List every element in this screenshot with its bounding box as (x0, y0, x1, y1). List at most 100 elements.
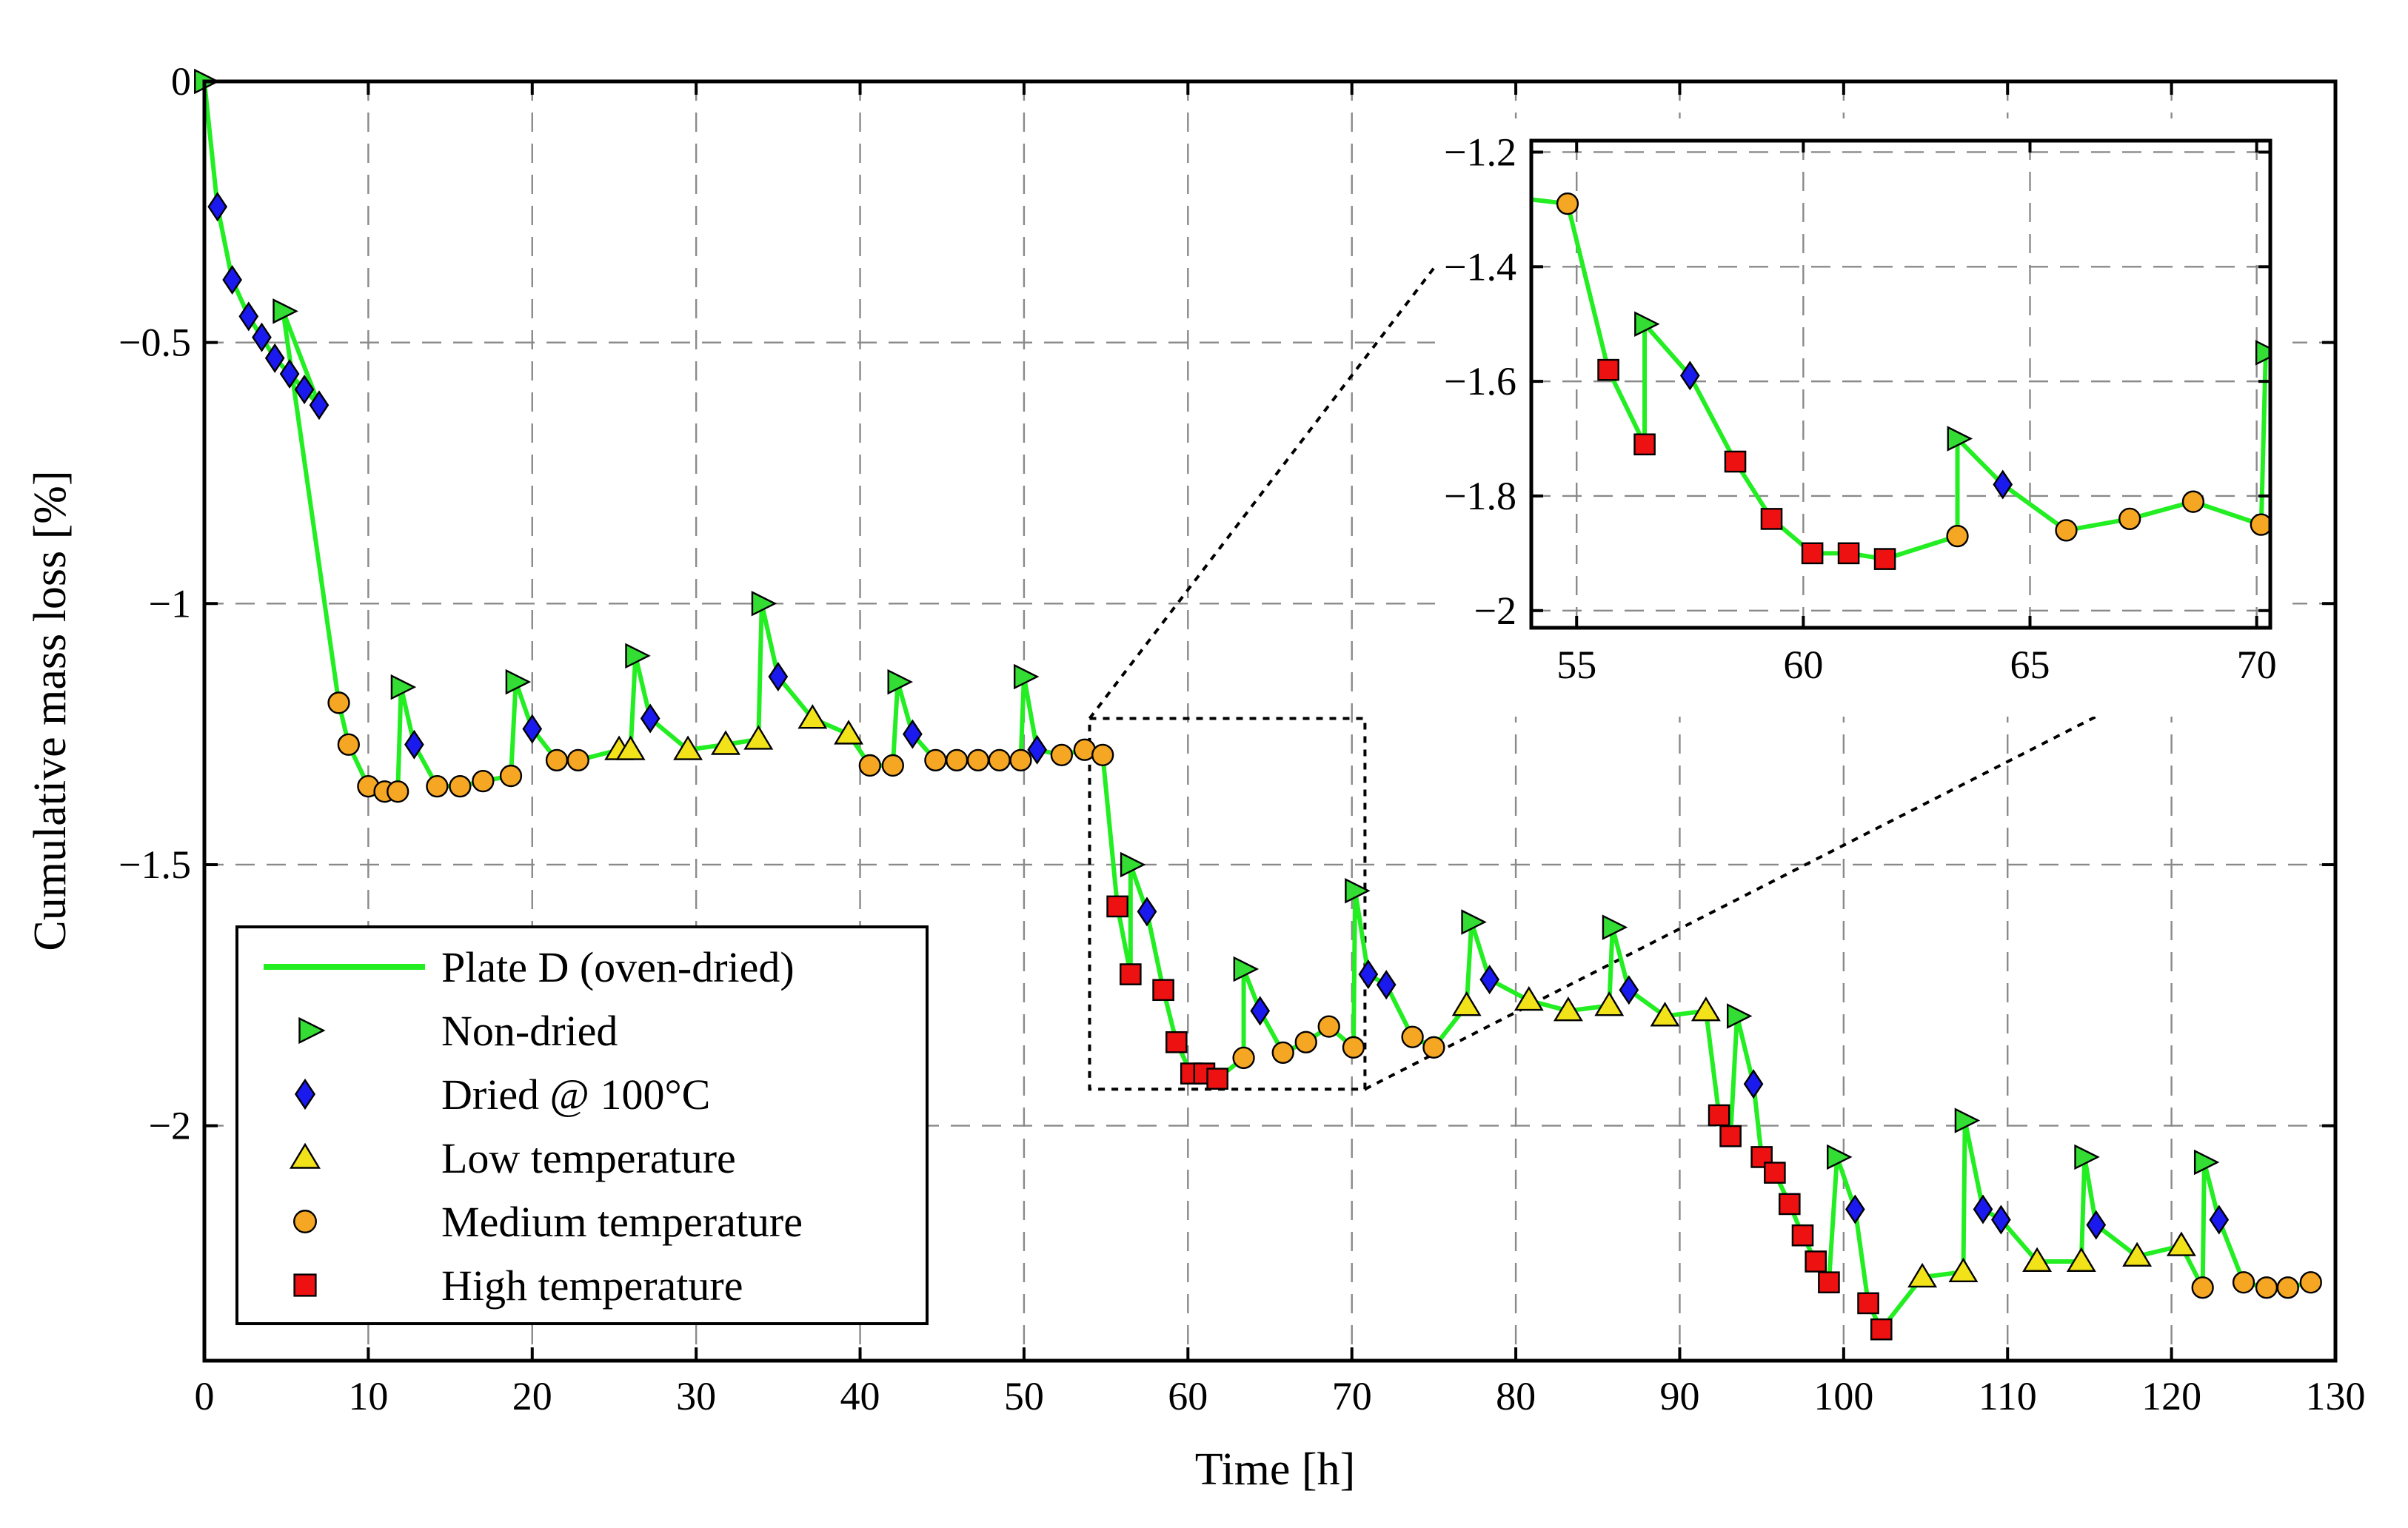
inset-data-point (1634, 311, 1660, 337)
data-point (1827, 1144, 1853, 1170)
inset-data-point (1873, 548, 1896, 570)
x-tick-label: 10 (348, 1374, 388, 1418)
data-point (222, 265, 242, 295)
y-tick-label: 0 (171, 59, 191, 104)
inset-data-point (2181, 490, 2205, 513)
legend-label: Dried @ 100°C (441, 1070, 710, 1119)
data-point (1233, 956, 1260, 982)
inset-data-point (2255, 340, 2270, 366)
inset-data-point (1597, 358, 1619, 381)
data-point (768, 662, 789, 692)
inset-y-tick-label: −1.6 (1444, 359, 1516, 403)
data-point (615, 735, 646, 760)
legend: Plate D (oven-dried) Non-dried Dried @ 100… (235, 925, 929, 1325)
data-point (309, 390, 330, 420)
data-point (903, 719, 923, 749)
data-point (1250, 996, 1271, 1026)
x-tick-label: 50 (1004, 1374, 1044, 1418)
x-tick-label: 120 (2141, 1374, 2201, 1418)
data-point (294, 375, 315, 405)
data-point (881, 754, 904, 777)
data-point (522, 714, 543, 744)
data-point (238, 301, 259, 332)
inset-plot-area (1531, 141, 2270, 628)
data-point (1948, 1257, 1979, 1283)
data-point (1805, 1250, 1827, 1273)
x-tick-label: 110 (1979, 1374, 2037, 1418)
inset-series (1531, 192, 2270, 570)
data-point (1376, 970, 1397, 1000)
data-point (858, 754, 881, 777)
data-point (1461, 909, 1487, 935)
data-point (1907, 1262, 1938, 1288)
data-point (2255, 1276, 2278, 1299)
inset-data-point (2055, 519, 2078, 542)
x-tick-label: 30 (676, 1374, 716, 1418)
data-point (1152, 979, 1174, 1002)
data-point (1106, 895, 1128, 918)
data-point (1342, 1036, 1365, 1059)
data-point (2232, 1271, 2255, 1294)
data-point (1358, 959, 1379, 990)
data-point (1690, 996, 1721, 1022)
data-point (2299, 1271, 2322, 1294)
data-point (1479, 965, 1499, 995)
data-point (1345, 877, 1371, 904)
inset-x-tick-label: 70 (2237, 643, 2277, 687)
legend-marker (289, 1142, 321, 1169)
inset-data-point (1556, 192, 1579, 215)
data-point (1271, 1041, 1294, 1065)
legend-label: Non-dried (441, 1007, 618, 1055)
data-point (1857, 1292, 1879, 1315)
data-point (327, 691, 350, 714)
x-tick-label: 130 (2306, 1374, 2366, 1418)
data-point (924, 748, 947, 772)
main-series (194, 68, 2322, 1341)
data-point (1050, 743, 1073, 766)
legend-box (235, 925, 929, 1325)
data-point (743, 725, 774, 750)
x-tick-label: 0 (195, 1374, 215, 1418)
data-point (1091, 743, 1114, 766)
data-point (1206, 1068, 1228, 1090)
data-point (1708, 1104, 1730, 1127)
data-point (279, 358, 300, 389)
data-point (1818, 1271, 1840, 1294)
inset-data-point (1993, 469, 2013, 500)
data-point (1165, 1031, 1188, 1053)
data-point (1451, 991, 1482, 1016)
data-point (1594, 991, 1625, 1016)
data-point (2276, 1276, 2299, 1299)
data-point (1845, 1194, 1865, 1224)
main-axes: 0 10 20 30 40 50 60 70 80 90 100 110 120 130 0 −0.5 −1 −1… (118, 59, 2365, 1418)
data-point (1764, 1162, 1786, 1184)
inset-y-tick-label: −1.8 (1444, 474, 1516, 518)
legend-marker (293, 1210, 317, 1233)
legend-marker (293, 1273, 317, 1297)
inset-data-point (1633, 433, 1656, 456)
inset-data-point (1760, 508, 1783, 530)
y-tick-label: −1 (149, 581, 191, 626)
data-point (264, 343, 285, 373)
data-point (1013, 663, 1040, 690)
data-point (1991, 1204, 2011, 1235)
data-point (337, 733, 360, 756)
data-point (1719, 1125, 1742, 1147)
x-tick-label: 90 (1659, 1374, 1699, 1418)
data-point (505, 668, 532, 695)
inset-y-tick-label: −1.2 (1444, 130, 1516, 174)
y-tick-label: −2 (149, 1104, 191, 1148)
data-point (404, 729, 424, 760)
legend-marker (294, 1078, 316, 1110)
data-point (449, 775, 472, 798)
data-point (1027, 734, 1047, 765)
data-point (2193, 1149, 2220, 1176)
data-point (966, 748, 990, 772)
data-point (1514, 986, 1544, 1011)
legend-label: High temperature (441, 1261, 743, 1310)
data-point (1120, 851, 1146, 878)
y-axis-label: Cumulative mass loss [%] (25, 470, 76, 951)
x-tick-label: 70 (1332, 1374, 1372, 1418)
data-point (1120, 963, 1142, 985)
data-point (2086, 1210, 2107, 1240)
